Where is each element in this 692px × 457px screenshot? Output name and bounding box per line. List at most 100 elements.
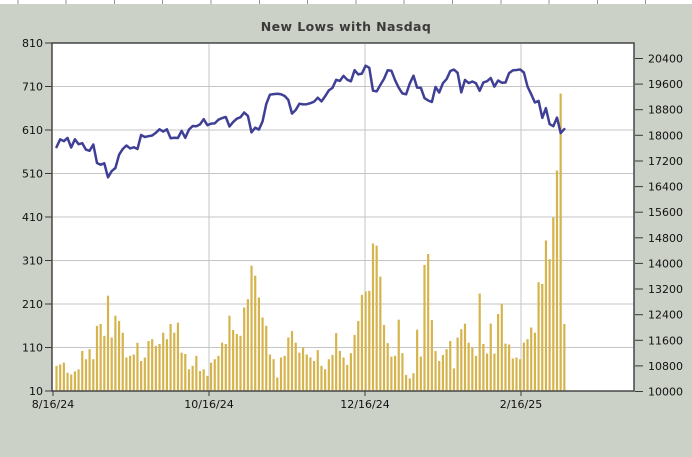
new-lows-bar — [522, 342, 525, 391]
new-lows-bar — [140, 361, 143, 391]
new-lows-bar — [526, 339, 529, 391]
new-lows-bar — [320, 365, 323, 391]
left-axis-tick-label: 310 — [22, 255, 43, 268]
nasdaq-line — [55, 64, 566, 179]
new-lows-bar — [382, 324, 386, 391]
new-lows-bar — [99, 324, 102, 391]
right-axis-tick-label: 20400 — [648, 53, 683, 66]
left-axis-tick-label: 810 — [22, 37, 43, 50]
new-lows-bar — [257, 297, 260, 391]
new-lows-bar — [309, 357, 312, 391]
right-axis-tick-label: 19600 — [648, 78, 683, 91]
new-lows-bar — [224, 344, 227, 391]
new-lows-bar — [386, 343, 389, 391]
new-lows-bar — [305, 354, 308, 391]
new-lows-bar — [445, 349, 448, 391]
new-lows-bar — [228, 315, 231, 391]
new-lows-bar — [132, 354, 135, 391]
new-lows-bar — [563, 324, 566, 391]
new-lows-bar — [449, 341, 452, 391]
right-axis-tick-label: 14800 — [648, 232, 683, 245]
new-lows-bar — [452, 368, 456, 391]
new-lows-bar — [217, 355, 220, 391]
new-lows-bar — [92, 359, 95, 391]
new-lows-bar — [77, 369, 80, 391]
new-lows-bar — [294, 342, 297, 391]
new-lows-bar — [235, 334, 238, 391]
new-lows-bar — [401, 353, 404, 391]
new-lows-bar — [195, 355, 198, 391]
new-lows-bar — [129, 355, 132, 391]
new-lows-bar — [371, 243, 375, 391]
new-lows-bar — [405, 374, 408, 391]
new-lows-bar — [493, 353, 496, 391]
new-lows-bar — [110, 337, 113, 391]
new-lows-bar — [515, 357, 518, 391]
new-lows-bar — [544, 240, 548, 391]
new-lows-bar — [397, 319, 400, 391]
x-axis-tick-label: 12/16/24 — [340, 398, 389, 411]
new-lows-bar — [66, 372, 69, 391]
new-lows-bar — [368, 290, 371, 391]
new-lows-bar — [456, 337, 459, 391]
new-lows-bar — [169, 324, 172, 391]
upper-chart-edge-ticks — [0, 0, 692, 4]
new-lows-bar — [353, 334, 356, 391]
new-lows-bar — [313, 361, 316, 391]
new-lows-bar — [533, 332, 536, 391]
new-lows-bar — [500, 303, 503, 391]
new-lows-bar — [478, 293, 481, 391]
new-lows-bar — [184, 354, 187, 391]
new-lows-bar — [198, 371, 202, 391]
new-lows-bar — [530, 327, 533, 391]
right-axis-tick-label: 14000 — [648, 257, 683, 270]
new-lows-bar — [324, 369, 327, 391]
new-lows-bar — [84, 359, 88, 391]
new-lows-bar — [125, 357, 128, 391]
new-lows-bar — [180, 352, 183, 391]
new-lows-bar — [497, 314, 500, 391]
right-axis-tick-label: 18800 — [648, 104, 683, 117]
new-lows-bar — [283, 355, 286, 391]
new-lows-bar — [485, 353, 489, 391]
new-lows-bar — [106, 295, 110, 391]
right-axis-tick-label: 13200 — [648, 283, 683, 296]
new-lows-bar — [243, 307, 246, 391]
new-lows-bar — [471, 347, 474, 391]
new-lows-bar — [427, 254, 430, 391]
new-lows-bar — [408, 378, 411, 391]
new-lows-bar — [379, 276, 382, 391]
new-lows-bar — [331, 354, 334, 391]
new-lows-bar — [357, 321, 360, 391]
new-lows-bar — [88, 349, 91, 391]
right-axis-tick-label: 16400 — [648, 181, 683, 194]
new-lows-bar — [206, 375, 209, 391]
new-lows-bar — [117, 321, 121, 391]
right-axis-tick-label: 17200 — [648, 155, 683, 168]
new-lows-bar — [504, 343, 507, 391]
new-lows-bar — [114, 315, 117, 391]
new-lows-bar — [239, 335, 242, 391]
new-lows-bar — [441, 354, 444, 391]
new-lows-bar — [272, 359, 275, 391]
new-lows-bar — [55, 365, 58, 391]
new-lows-bar — [250, 265, 253, 391]
new-lows-bar — [81, 351, 84, 391]
new-lows-bar — [519, 359, 522, 391]
new-lows-bar — [559, 93, 562, 391]
new-lows-bar — [287, 337, 290, 391]
left-axis-tick-label: 210 — [22, 298, 43, 311]
new-lows-bar — [143, 357, 146, 391]
new-lows-bar — [202, 369, 205, 391]
x-axis-tick-label: 2/16/25 — [500, 398, 542, 411]
new-lows-bar — [342, 357, 345, 391]
new-lows-bar — [393, 355, 397, 391]
new-lows-bar — [276, 377, 279, 391]
left-axis-tick-label: 410 — [22, 211, 43, 224]
x-axis-tick-label: 8/16/24 — [32, 398, 74, 411]
new-lows-bar — [62, 362, 65, 391]
new-lows-bar — [467, 342, 470, 391]
